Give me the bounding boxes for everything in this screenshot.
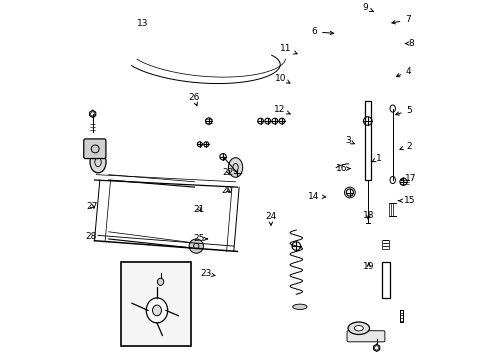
Text: 27: 27	[86, 202, 97, 211]
Text: 10: 10	[274, 74, 289, 83]
Text: 28: 28	[85, 232, 97, 241]
FancyBboxPatch shape	[346, 331, 384, 342]
Ellipse shape	[347, 322, 369, 334]
Text: 2: 2	[399, 141, 411, 150]
Ellipse shape	[189, 239, 203, 253]
Text: 23: 23	[200, 269, 215, 278]
Text: 14: 14	[307, 192, 325, 201]
Text: 3: 3	[345, 136, 354, 145]
FancyBboxPatch shape	[83, 139, 106, 158]
Ellipse shape	[146, 298, 167, 323]
Text: 25: 25	[193, 234, 207, 243]
Ellipse shape	[90, 152, 106, 173]
Text: 4: 4	[395, 67, 411, 77]
Text: 13: 13	[137, 19, 148, 28]
Text: 9: 9	[362, 3, 373, 12]
Bar	[381, 262, 389, 298]
Text: 16: 16	[335, 164, 349, 173]
Text: 22: 22	[223, 168, 234, 177]
Text: 26: 26	[188, 93, 199, 106]
Text: 18: 18	[362, 211, 373, 220]
Bar	[382, 240, 388, 249]
Text: 15: 15	[397, 196, 414, 205]
Text: 1: 1	[371, 154, 381, 163]
Text: 5: 5	[395, 106, 411, 115]
Text: 7: 7	[391, 15, 410, 24]
Ellipse shape	[228, 158, 242, 177]
Text: 21: 21	[193, 205, 205, 214]
Text: 8: 8	[405, 39, 414, 48]
Text: 24: 24	[265, 212, 276, 225]
Ellipse shape	[152, 305, 161, 316]
Text: 20: 20	[221, 185, 233, 194]
Ellipse shape	[292, 304, 306, 310]
FancyBboxPatch shape	[121, 262, 190, 346]
Text: 12: 12	[273, 105, 290, 114]
Text: 6: 6	[311, 27, 333, 36]
Bar	[364, 102, 370, 180]
Ellipse shape	[157, 278, 163, 285]
Text: 17: 17	[400, 174, 415, 183]
Ellipse shape	[354, 325, 363, 331]
Text: 11: 11	[279, 44, 297, 54]
Text: 19: 19	[362, 262, 374, 271]
